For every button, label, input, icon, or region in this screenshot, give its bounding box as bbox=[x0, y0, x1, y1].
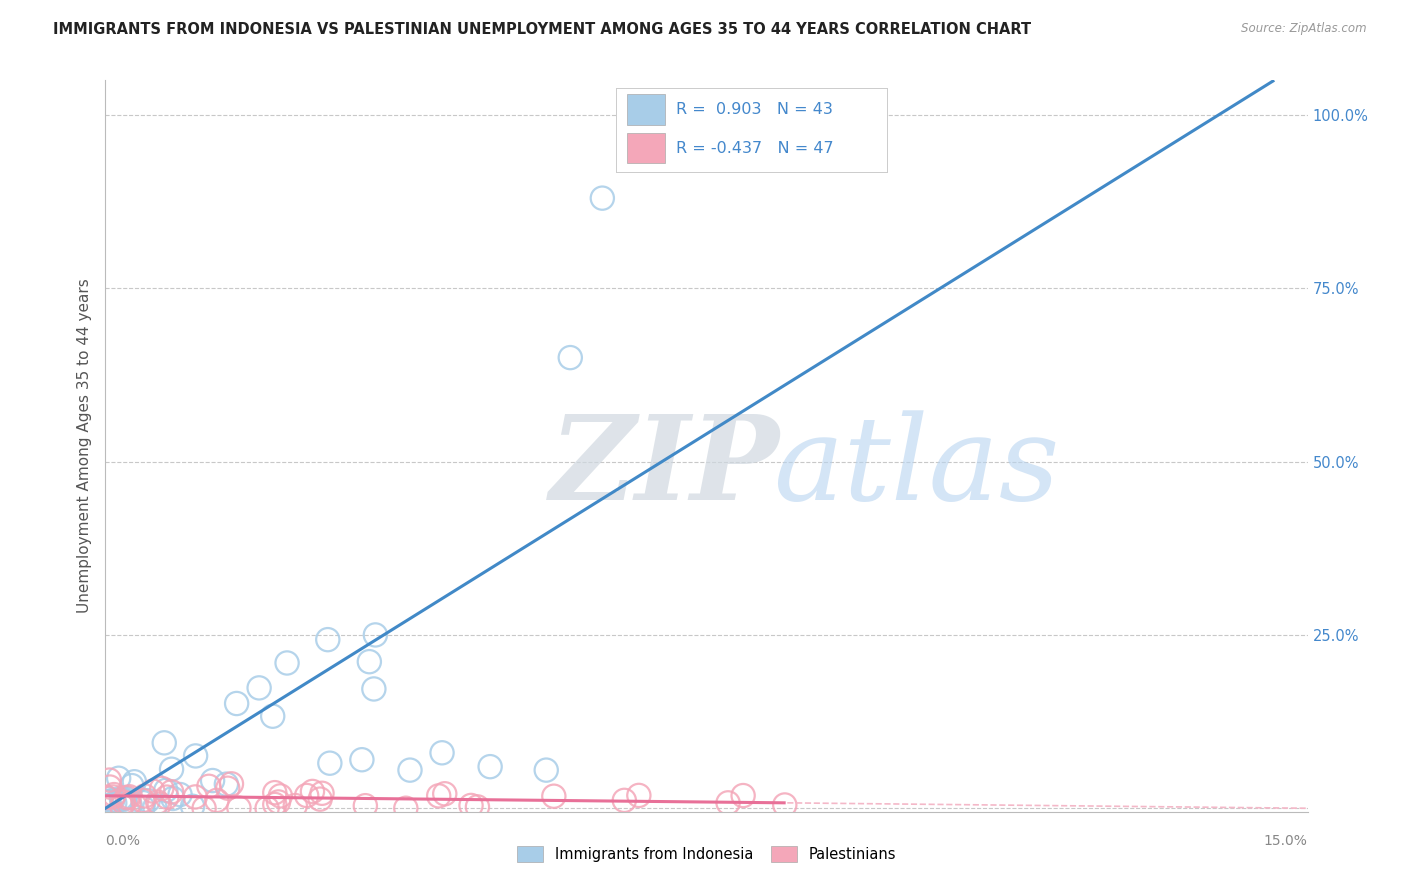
Point bbox=[181, 799, 204, 814]
Point bbox=[364, 628, 387, 642]
Point bbox=[111, 799, 134, 814]
Point bbox=[111, 793, 134, 807]
Point bbox=[263, 797, 285, 812]
Point bbox=[124, 774, 146, 789]
Point bbox=[201, 773, 224, 788]
Point bbox=[467, 800, 489, 814]
Point bbox=[363, 681, 385, 696]
Point bbox=[284, 798, 307, 813]
Point bbox=[97, 795, 120, 809]
Point bbox=[217, 781, 239, 796]
Point bbox=[311, 786, 333, 800]
Point bbox=[103, 788, 125, 802]
Text: atlas: atlas bbox=[773, 410, 1059, 525]
Point bbox=[153, 736, 176, 750]
Point bbox=[142, 784, 165, 798]
Point bbox=[773, 797, 796, 812]
Point bbox=[136, 794, 159, 808]
Point bbox=[717, 796, 740, 810]
Y-axis label: Unemployment Among Ages 35 to 44 years: Unemployment Among Ages 35 to 44 years bbox=[77, 278, 93, 614]
Point bbox=[276, 656, 298, 670]
Point bbox=[534, 763, 557, 777]
Text: ZIP: ZIP bbox=[550, 410, 780, 525]
Point bbox=[228, 801, 250, 815]
Text: Source: ZipAtlas.com: Source: ZipAtlas.com bbox=[1241, 22, 1367, 36]
Point bbox=[543, 789, 565, 804]
Point bbox=[591, 191, 613, 205]
Point bbox=[121, 779, 143, 793]
Point bbox=[256, 801, 278, 815]
Point bbox=[319, 756, 342, 771]
Point bbox=[613, 793, 636, 807]
Point bbox=[160, 785, 183, 799]
Point bbox=[132, 793, 155, 807]
Point bbox=[160, 762, 183, 776]
Point bbox=[184, 748, 207, 763]
Point bbox=[115, 790, 138, 805]
Point bbox=[309, 792, 332, 806]
Text: 0.0%: 0.0% bbox=[105, 834, 141, 848]
Point bbox=[316, 632, 339, 647]
Point bbox=[111, 798, 134, 813]
Point bbox=[263, 786, 285, 800]
Point bbox=[118, 789, 141, 804]
Point bbox=[150, 781, 173, 796]
Point bbox=[225, 697, 247, 711]
Point bbox=[107, 771, 129, 785]
Point bbox=[267, 795, 290, 809]
Point bbox=[395, 801, 418, 815]
Point bbox=[118, 797, 141, 811]
Point bbox=[733, 789, 755, 803]
Point bbox=[350, 753, 373, 767]
Point bbox=[169, 788, 191, 802]
Point bbox=[205, 793, 228, 807]
Point bbox=[143, 800, 166, 814]
Text: 15.0%: 15.0% bbox=[1264, 834, 1308, 848]
Point bbox=[132, 796, 155, 810]
Point bbox=[146, 795, 169, 809]
Point bbox=[354, 798, 377, 813]
Point bbox=[132, 800, 155, 814]
Point bbox=[460, 798, 482, 813]
Point bbox=[148, 797, 170, 811]
Text: IMMIGRANTS FROM INDONESIA VS PALESTINIAN UNEMPLOYMENT AMONG AGES 35 TO 44 YEARS : IMMIGRANTS FROM INDONESIA VS PALESTINIAN… bbox=[53, 22, 1032, 37]
Point bbox=[98, 773, 121, 788]
Point bbox=[156, 790, 179, 805]
Point bbox=[97, 791, 120, 805]
Point bbox=[114, 791, 136, 805]
Point bbox=[98, 798, 121, 813]
Point bbox=[221, 777, 243, 791]
Point bbox=[193, 801, 215, 815]
Point bbox=[359, 655, 381, 669]
Point bbox=[301, 784, 323, 798]
Point bbox=[101, 789, 124, 804]
Point bbox=[399, 763, 422, 777]
Point bbox=[262, 709, 284, 723]
Point bbox=[120, 798, 142, 813]
Point bbox=[104, 796, 127, 810]
Point bbox=[134, 789, 156, 803]
Point bbox=[479, 759, 502, 773]
Legend: Immigrants from Indonesia, Palestinians: Immigrants from Indonesia, Palestinians bbox=[513, 842, 900, 867]
Point bbox=[97, 795, 120, 809]
Point bbox=[427, 789, 450, 803]
Point bbox=[110, 791, 132, 805]
Point bbox=[96, 790, 118, 805]
Point bbox=[98, 780, 121, 794]
Point bbox=[560, 351, 582, 365]
Point bbox=[155, 783, 177, 797]
Point bbox=[198, 780, 221, 794]
Point bbox=[430, 746, 453, 760]
Point bbox=[184, 789, 207, 804]
Point bbox=[269, 789, 291, 803]
Point bbox=[215, 777, 238, 791]
Point bbox=[247, 681, 270, 695]
Point bbox=[112, 795, 135, 809]
Point bbox=[295, 789, 318, 803]
Point bbox=[162, 791, 184, 805]
Point bbox=[627, 789, 650, 803]
Point bbox=[101, 793, 124, 807]
Point bbox=[433, 787, 456, 801]
